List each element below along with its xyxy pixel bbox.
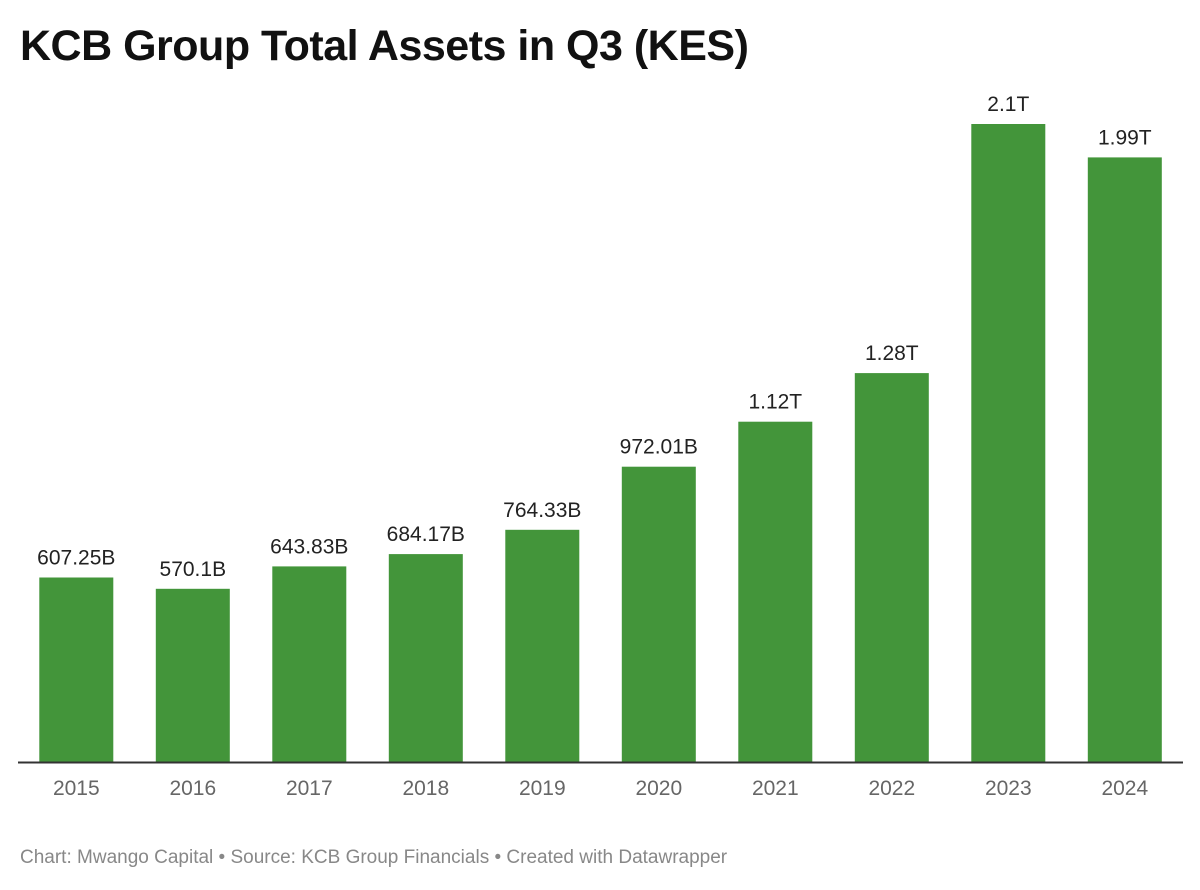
x-tick-2023: 2023	[985, 777, 1032, 800]
bar-chart: 607.25B 570.1B 643.83B 684.17B 764.33B 972.01…	[18, 93, 1183, 800]
bar-2020	[621, 466, 696, 762]
data-label-2024: 1.99T	[1098, 126, 1152, 149]
bar-2021	[738, 421, 813, 762]
data-label-2021: 1.12T	[748, 391, 802, 414]
bar-2017	[272, 566, 347, 762]
x-axis-ticks-layer: 2015 2016 2017 2018 2019 2020 2021 2022 2023 2024	[53, 777, 1149, 800]
bar-2019	[505, 529, 580, 762]
data-label-2019: 764.33B	[503, 499, 581, 522]
x-tick-2016: 2016	[169, 777, 216, 800]
data-label-2016: 570.1B	[160, 558, 227, 581]
x-tick-2019: 2019	[519, 777, 566, 800]
data-label-2022: 1.28T	[865, 342, 919, 365]
bar-2023	[971, 124, 1046, 762]
bar-2018	[388, 554, 463, 762]
data-label-2023: 2.1T	[987, 93, 1029, 116]
data-label-2020: 972.01B	[620, 436, 698, 459]
bar-2016	[155, 588, 230, 762]
x-tick-2018: 2018	[402, 777, 449, 800]
bar-2024	[1087, 157, 1162, 762]
x-tick-2017: 2017	[286, 777, 333, 800]
data-label-2018: 684.17B	[387, 523, 465, 546]
chart-footer: Chart: Mwango Capital • Source: KCB Grou…	[20, 847, 728, 868]
x-tick-2015: 2015	[53, 777, 100, 800]
data-label-2015: 607.25B	[37, 547, 115, 570]
x-tick-2024: 2024	[1101, 777, 1148, 800]
data-label-2017: 643.83B	[270, 535, 348, 558]
x-tick-2021: 2021	[752, 777, 799, 800]
bars-layer	[39, 124, 1162, 762]
x-tick-2020: 2020	[635, 777, 682, 800]
x-tick-2022: 2022	[868, 777, 915, 800]
data-labels-layer: 607.25B 570.1B 643.83B 684.17B 764.33B 972.01…	[37, 93, 1152, 581]
bar-2015	[39, 577, 114, 762]
chart-title: KCB Group Total Assets in Q3 (KES)	[20, 22, 749, 70]
bar-2022	[854, 373, 929, 762]
